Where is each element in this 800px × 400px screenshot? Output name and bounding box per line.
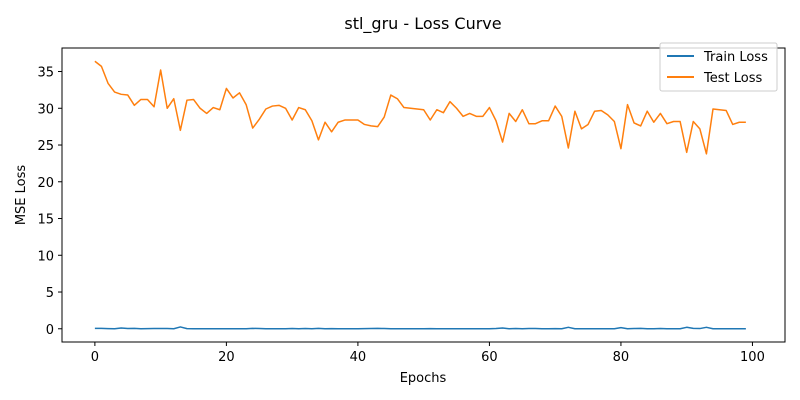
x-tick-label: 80 <box>613 350 630 365</box>
x-axis-label: Epochs <box>400 371 447 386</box>
y-tick-label: 5 <box>46 286 54 301</box>
y-tick-label: 30 <box>37 102 54 117</box>
series-line-test-loss <box>94 60 746 155</box>
y-tick-label: 35 <box>37 66 54 81</box>
x-tick-label: 100 <box>740 350 765 365</box>
y-axis-label: MSE Loss <box>14 165 29 226</box>
x-tick-label: 60 <box>481 350 498 365</box>
x-tick-label: 20 <box>218 350 235 365</box>
chart-title: stl_gru - Loss Curve <box>344 14 501 34</box>
x-tick-label: 0 <box>91 350 99 365</box>
x-axis: 0 20 40 60 80 100 <box>91 342 765 365</box>
y-tick-label: 10 <box>37 249 54 264</box>
series-line-train-loss <box>94 326 746 330</box>
x-tick-label: 40 <box>350 350 367 365</box>
y-tick-label: 15 <box>37 213 54 228</box>
legend-label-train-loss: Train Loss <box>703 50 768 65</box>
plot-lines <box>94 60 746 330</box>
legend: Train Loss Test Loss <box>659 42 778 92</box>
legend-label-test-loss: Test Loss <box>703 71 762 86</box>
y-tick-label: 20 <box>37 176 54 191</box>
plot-frame <box>61 47 786 343</box>
y-tick-label: 25 <box>37 139 54 154</box>
y-axis: 0 5 10 15 20 25 30 35 <box>37 66 62 338</box>
y-tick-label: 0 <box>46 323 54 338</box>
